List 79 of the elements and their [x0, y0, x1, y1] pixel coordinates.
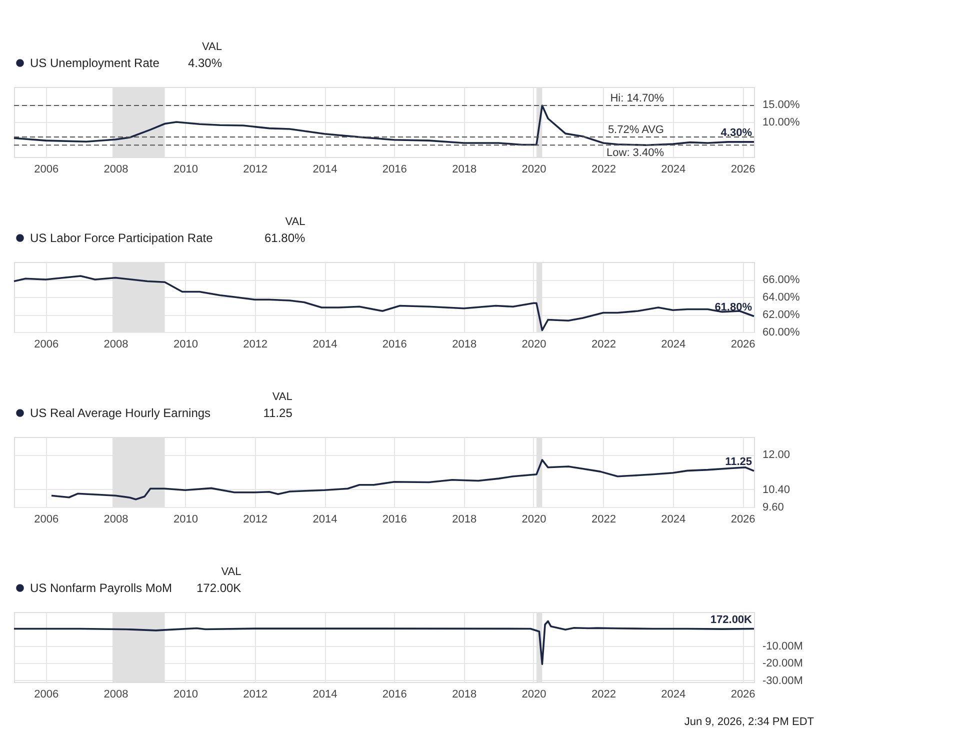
legend-label: US Nonfarm Payrolls MoM	[30, 581, 172, 595]
annotation: 4.30%	[720, 126, 752, 139]
x-tick-label: 2024	[661, 164, 686, 176]
x-tick-label: 2008	[104, 164, 128, 176]
x-tick-label: 2006	[34, 688, 59, 700]
x-tick-label: 2018	[452, 164, 477, 176]
x-tick-label: 2008	[104, 688, 128, 700]
y-tick-label: 60.00%	[762, 326, 800, 338]
y-tick-label: 15.00%	[762, 99, 800, 111]
x-tick-label: 2010	[173, 688, 198, 700]
y-tick-label: 10.00%	[762, 116, 800, 128]
text: 61.80%	[264, 231, 306, 245]
y-tick-label: 12.00	[762, 449, 790, 461]
y-tick-label: 9.60	[762, 502, 784, 514]
x-tick-label: 2014	[312, 514, 338, 526]
legend-title: VAL	[272, 391, 292, 403]
x-tick-label: 2012	[243, 338, 268, 350]
x-tick-label: 2012	[243, 514, 268, 526]
x-tick-label: 2024	[661, 338, 686, 350]
y-tick-label: 62.00%	[762, 309, 800, 321]
x-tick-label: 2010	[173, 338, 198, 350]
x-tick-label: 2026	[730, 514, 756, 526]
x-tick-label: 2014	[312, 338, 338, 350]
x-tick-label: 2020	[522, 164, 546, 176]
x-tick-label: 2006	[34, 164, 59, 176]
x-tick-label: 2014	[312, 688, 338, 700]
ref-line-label: 5.72% AVG	[608, 124, 664, 136]
annotation: 172.00K	[710, 614, 752, 626]
line-series	[13, 275, 755, 332]
legend-label: US Labor Force Participation Rate	[30, 231, 214, 245]
legend-label: US Real Average Hourly Earnings	[30, 406, 211, 420]
y-tick-label: -30.00M	[762, 674, 803, 687]
text: Jun 9, 2026, 2:34 PM EDT	[684, 716, 814, 728]
x-tick-label: 2022	[591, 514, 616, 526]
x-tick-label: 2008	[104, 514, 128, 526]
text: 11.25	[263, 406, 293, 420]
y-tick-label: -20.00M	[762, 658, 803, 670]
x-tick-label: 2022	[591, 688, 616, 700]
text: 172.00K	[196, 581, 242, 595]
y-tick-label: 66.00%	[762, 274, 800, 286]
x-tick-label: 2024	[661, 514, 686, 526]
legend-title: VAL	[202, 41, 222, 53]
ref-line-label: Hi: 14.70%	[610, 92, 664, 105]
x-tick-label: 2020	[522, 514, 546, 526]
x-tick-label: 2022	[591, 164, 616, 176]
y-tick-label: 64.00%	[762, 292, 800, 304]
x-tick-label: 2026	[730, 688, 756, 700]
x-tick-label: 2016	[382, 164, 407, 176]
legend-label: US Unemployment Rate	[30, 56, 160, 70]
annotation: 11.25	[725, 456, 752, 468]
x-tick-label: 2016	[382, 338, 407, 350]
x-tick-label: 2016	[382, 514, 407, 526]
x-tick-label: 2006	[34, 514, 59, 526]
line-series	[13, 104, 755, 146]
legend-title: VAL	[285, 216, 306, 228]
line-series	[50, 459, 755, 500]
x-tick-label: 2018	[452, 514, 477, 526]
ref-line-label: Low: 3.40%	[606, 147, 664, 160]
x-tick-label: 2022	[591, 338, 616, 350]
x-tick-label: 2024	[661, 688, 686, 700]
annotation: 61.80%	[714, 301, 752, 314]
x-tick-label: 2010	[173, 164, 198, 176]
x-tick-label: 2018	[452, 338, 477, 350]
x-tick-label: 2008	[104, 338, 128, 350]
text: 4.30%	[188, 56, 222, 70]
x-tick-label: 2006	[34, 338, 59, 350]
x-tick-label: 2010	[173, 514, 198, 526]
legend-title: VAL	[221, 566, 242, 578]
x-tick-label: 2026	[730, 338, 756, 350]
x-tick-label: 2020	[522, 688, 546, 700]
y-tick-label: 10.40	[762, 484, 790, 496]
x-tick-label: 2020	[522, 338, 546, 350]
x-tick-label: 2026	[730, 164, 756, 176]
x-tick-label: 2016	[382, 688, 407, 700]
x-tick-label: 2018	[452, 688, 477, 700]
x-tick-label: 2014	[312, 164, 338, 176]
x-tick-label: 2012	[243, 164, 268, 176]
x-tick-label: 2012	[243, 688, 268, 700]
y-tick-label: -10.00M	[762, 640, 803, 653]
